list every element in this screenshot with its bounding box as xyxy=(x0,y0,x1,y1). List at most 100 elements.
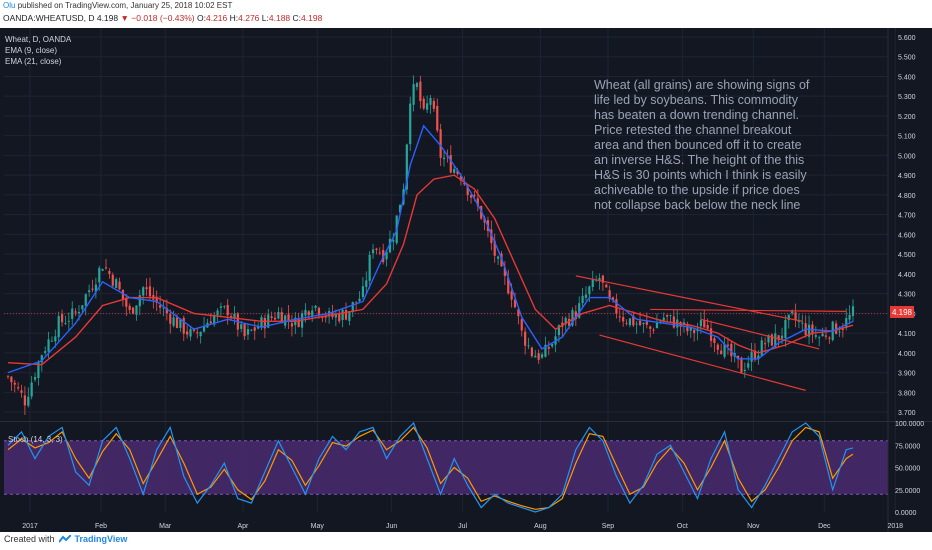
annotation-text[interactable]: Wheat (all grains) are showing signs of … xyxy=(594,78,810,212)
candle-body xyxy=(17,387,20,389)
time-tick-label: Dec xyxy=(818,523,831,530)
footer: Created with TradingView xyxy=(0,532,932,550)
candle-body xyxy=(591,279,594,288)
candle-body xyxy=(713,338,716,343)
candle-body xyxy=(37,361,40,379)
candle-body xyxy=(666,315,669,317)
time-tick-label: 2017 xyxy=(22,523,38,530)
chart-canvas[interactable]: 5.600 5.500 5.400 5.300 5.200 5.100 5.000 4.900… xyxy=(0,28,932,532)
time-tick-label: Nov xyxy=(747,523,760,530)
candle-body xyxy=(456,170,459,175)
candle-body xyxy=(74,311,77,313)
candle-body xyxy=(355,301,358,303)
price-tick-label: 5.200 xyxy=(898,114,916,121)
candle-body xyxy=(111,274,114,286)
candle-body xyxy=(351,301,354,313)
price-tick-label: 5.600 xyxy=(898,35,916,42)
time-tick-label: May xyxy=(311,523,325,530)
candle-body xyxy=(392,240,395,242)
candle-body xyxy=(764,343,767,345)
candle-body xyxy=(524,331,527,346)
candle-body xyxy=(250,329,253,331)
candle-body xyxy=(743,369,746,372)
candle-body xyxy=(547,347,550,349)
created-with: Created with TradingView xyxy=(4,534,127,544)
high-label: H: xyxy=(229,13,239,23)
candle-body xyxy=(791,310,794,314)
price-tick-label: 4.000 xyxy=(898,351,916,358)
candle-body xyxy=(84,294,87,306)
candle-body xyxy=(91,288,94,290)
candle-body xyxy=(388,238,392,253)
candle-body xyxy=(27,396,30,406)
candle-body xyxy=(787,314,790,321)
annotation-line: Wheat (all grains) are showing signs of xyxy=(594,78,810,92)
candle-body xyxy=(13,382,16,385)
candle-body xyxy=(490,229,493,244)
candle-body xyxy=(131,307,135,314)
candle-body xyxy=(196,332,199,334)
candle-body xyxy=(720,350,723,355)
price-tick-label: 4.400 xyxy=(898,272,916,279)
candle-body xyxy=(689,327,692,331)
candle-body xyxy=(601,275,604,283)
annotation-line: Price retested the channel breakout xyxy=(594,123,792,137)
candle-body xyxy=(429,97,432,105)
candle-body xyxy=(801,322,804,324)
stoch-tick-label: 0.0000 xyxy=(895,510,917,517)
candle-body xyxy=(311,310,314,317)
candle-body xyxy=(459,176,463,181)
candle-body xyxy=(574,311,577,320)
candle-body xyxy=(142,287,145,296)
candle-body xyxy=(828,337,831,339)
candle-body xyxy=(186,331,189,335)
candle-body xyxy=(669,315,672,316)
annotation-line: area and then bounced off it to create xyxy=(594,138,802,152)
candle-body xyxy=(260,317,263,328)
candle-body xyxy=(453,169,456,173)
candle-body xyxy=(219,306,223,308)
time-tick-label: Apr xyxy=(237,523,249,530)
author-link[interactable]: Olu xyxy=(3,1,16,10)
symbol-label: OANDA:WHEATUSD, D xyxy=(3,13,95,23)
candle-body xyxy=(740,357,743,373)
candle-body xyxy=(557,325,561,336)
time-tick-label: Jun xyxy=(386,523,397,530)
time-tick-label: Aug xyxy=(534,523,547,530)
candle-body xyxy=(98,268,101,283)
brand-link[interactable]: TradingView xyxy=(74,534,128,544)
candle-body xyxy=(848,314,851,320)
last-price-box xyxy=(890,306,914,318)
price-tick-label: 4.300 xyxy=(898,292,916,299)
candle-body xyxy=(662,317,665,321)
candle-body xyxy=(368,254,371,281)
stoch-lines xyxy=(7,421,854,513)
close-label: C: xyxy=(292,13,302,23)
candle-body xyxy=(172,317,175,326)
candle-body xyxy=(537,353,540,360)
candle-body xyxy=(824,335,828,337)
candle-body xyxy=(371,249,375,254)
candle-body xyxy=(672,316,675,328)
price-tick-label: 5.400 xyxy=(898,74,916,81)
candle-body xyxy=(297,318,300,327)
candle-body xyxy=(655,323,659,329)
candle-body xyxy=(439,129,442,158)
candle-body xyxy=(851,306,855,316)
candle-body xyxy=(54,336,57,342)
candle-body xyxy=(358,298,361,302)
candle-body xyxy=(67,320,70,322)
candle-body xyxy=(348,311,351,321)
candle-body xyxy=(50,340,54,342)
candle-body xyxy=(422,98,425,109)
candle-body xyxy=(794,312,797,321)
high-value: 4.276 xyxy=(238,13,260,23)
candle-body xyxy=(632,315,635,326)
candle-body xyxy=(216,310,219,316)
candle-body xyxy=(747,363,750,368)
candle-body xyxy=(344,310,348,320)
stoch-tick-label: 100.0000 xyxy=(895,421,924,428)
candle-body xyxy=(317,307,321,316)
candle-body xyxy=(442,157,446,160)
candle-body xyxy=(605,284,608,288)
